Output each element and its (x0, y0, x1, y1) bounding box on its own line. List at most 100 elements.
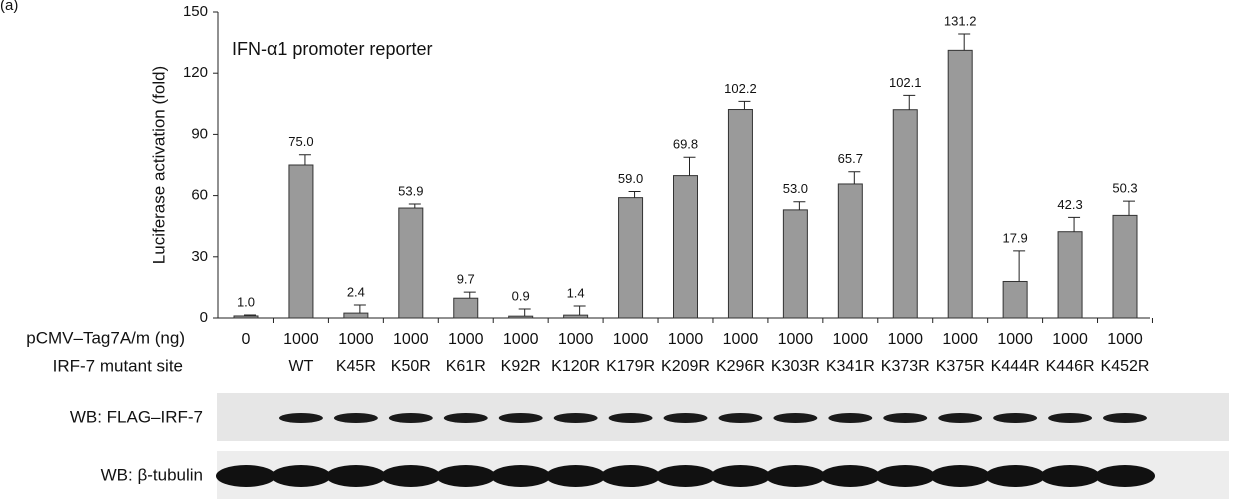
value-label: 59.0 (618, 171, 643, 186)
value-label: 69.8 (673, 137, 698, 152)
blot-band (279, 413, 323, 423)
error-bar (958, 34, 970, 50)
blot-band (216, 465, 276, 487)
x-tick-label: K341R (826, 358, 875, 375)
value-label: 17.9 (1002, 230, 1027, 245)
dose-label: 1000 (338, 331, 374, 348)
blot-band (765, 465, 825, 487)
bar (674, 176, 698, 318)
error-bar (684, 157, 696, 175)
category-row-label: IRF-7 mutant site (53, 356, 183, 375)
value-label: 102.1 (889, 75, 922, 90)
x-tick-label: K452R (1101, 358, 1150, 375)
dose-label: 1000 (942, 331, 978, 348)
bar (838, 184, 862, 318)
blot-band (491, 465, 551, 487)
blot-band (499, 413, 543, 423)
blot-band (883, 413, 927, 423)
dose-label: 1000 (503, 331, 539, 348)
blot-band (444, 413, 488, 423)
dose-label: 1000 (283, 331, 319, 348)
blot-band (436, 465, 496, 487)
blot-band (1103, 413, 1147, 423)
error-bar (299, 155, 311, 165)
blot-band (1048, 413, 1092, 423)
value-label: 9.7 (457, 272, 475, 287)
error-bar (354, 305, 366, 313)
x-tick-label: K373R (881, 358, 930, 375)
dose-label: 1000 (448, 331, 484, 348)
x-tick-label: K303R (771, 358, 820, 375)
x-tick-label: K446R (1046, 358, 1095, 375)
blot-band (985, 465, 1045, 487)
x-tick-label: K296R (716, 358, 765, 375)
value-label: 1.0 (237, 294, 255, 309)
bar (399, 208, 423, 318)
blot-band (1095, 465, 1155, 487)
error-bar (464, 292, 476, 298)
dose-label: 1000 (887, 331, 923, 348)
error-bar (1013, 251, 1025, 282)
y-tick-label: 30 (191, 248, 208, 265)
error-bar (1123, 201, 1135, 215)
bar (728, 110, 752, 318)
blot-band (546, 465, 606, 487)
blot-band (381, 465, 441, 487)
x-tick-label: K444R (991, 358, 1040, 375)
y-tick-label: 150 (183, 3, 208, 20)
x-tick-label: K120R (551, 358, 600, 375)
value-label: 75.0 (288, 134, 313, 149)
dose-label: 1000 (558, 331, 594, 348)
dose-label: 0 (242, 331, 251, 348)
y-tick-label: 90 (191, 125, 208, 142)
blot-band (609, 413, 653, 423)
bar (289, 165, 313, 318)
error-bar (738, 101, 750, 109)
error-bar (903, 95, 915, 109)
dose-label: 1000 (723, 331, 759, 348)
value-label: 2.4 (347, 284, 365, 299)
blot-band (601, 465, 661, 487)
panel-label: (a) (0, 0, 18, 14)
blot-label: WB: β-tubulin (101, 465, 203, 484)
x-tick-label: K375R (936, 358, 985, 375)
blot-band (820, 465, 880, 487)
error-bar (848, 172, 860, 184)
x-tick-label: K209R (661, 358, 710, 375)
blot-band (1040, 465, 1100, 487)
bar (454, 298, 478, 318)
bar (234, 316, 258, 318)
dose-label: 1000 (668, 331, 704, 348)
y-tick-label: 120 (183, 64, 208, 81)
error-bar (409, 204, 421, 208)
y-tick-label: 60 (191, 187, 208, 204)
dose-label: 1000 (613, 331, 649, 348)
error-bar (793, 202, 805, 210)
bar (619, 198, 643, 318)
blot-band (875, 465, 935, 487)
blot-band (938, 413, 982, 423)
blot-band (718, 413, 762, 423)
x-tick-label: K61R (446, 358, 486, 375)
value-label: 42.3 (1057, 197, 1082, 212)
blot-band (828, 413, 872, 423)
bar (893, 110, 917, 318)
bar (948, 50, 972, 318)
dose-label: 1000 (1052, 331, 1088, 348)
blot-label: WB: FLAG–IRF-7 (70, 407, 203, 426)
bar (1058, 232, 1082, 318)
blot-band (656, 465, 716, 487)
blot-band (334, 413, 378, 423)
error-bar (519, 309, 531, 316)
bar (344, 313, 368, 318)
blot-band (271, 465, 331, 487)
annotation: IFN-α1 promoter reporter (232, 39, 432, 59)
blot-band (326, 465, 386, 487)
blot-band (389, 413, 433, 423)
value-label: 1.4 (567, 285, 585, 300)
dose-row-label: pCMV–Tag7A/m (ng) (26, 328, 185, 347)
value-label: 131.2 (944, 13, 977, 28)
dose-label: 1000 (833, 331, 869, 348)
bar (564, 315, 588, 318)
x-tick-label: K45R (336, 358, 376, 375)
